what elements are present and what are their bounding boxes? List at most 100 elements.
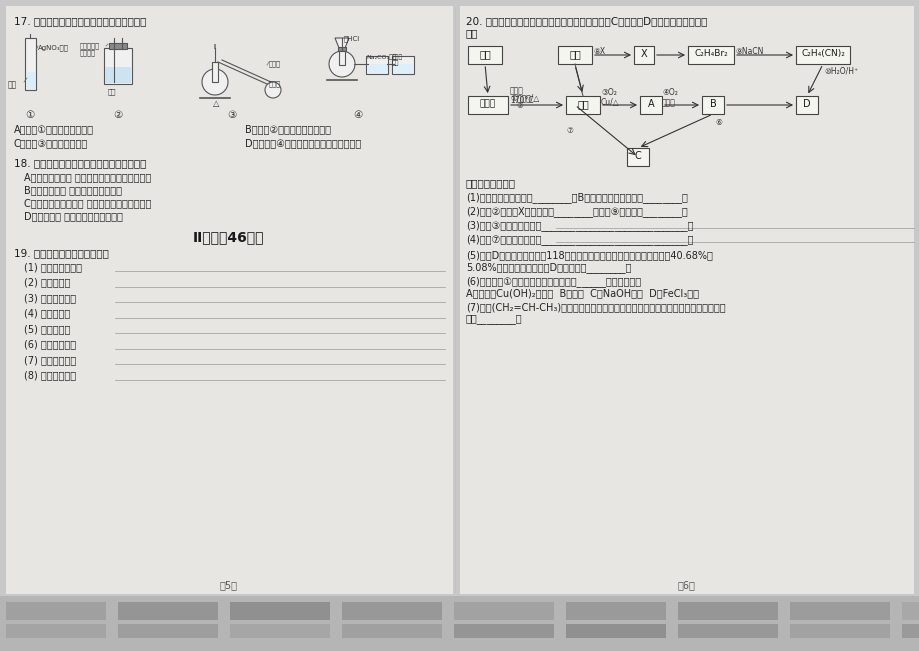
Bar	[789, 602, 889, 620]
Text: D．利用图④证明酸性：盐酸＞碳酸＞硅酸: D．利用图④证明酸性：盐酸＞碳酸＞硅酸	[244, 138, 361, 148]
Text: 19. 写出下列正确的化学方程式: 19. 写出下列正确的化学方程式	[14, 248, 108, 258]
Bar	[105, 67, 130, 83]
Text: 20. 以淨粉为主要原料合成一种具有果香味的物质C和化合物D的合成路线如下图所: 20. 以淨粉为主要原料合成一种具有果香味的物质C和化合物D的合成路线如下图所	[466, 16, 707, 26]
Text: A．用图①装置配制銀氨溶液: A．用图①装置配制銀氨溶液	[14, 124, 94, 134]
Bar	[6, 602, 106, 620]
Text: (8) 铝热法炼铁：: (8) 铝热法炼铁：	[24, 370, 76, 380]
Circle shape	[265, 82, 280, 98]
Text: 17. 用下图所示装置进行实验，其中合理的是: 17. 用下图所示装置进行实验，其中合理的是	[14, 16, 146, 26]
Text: ⑥: ⑥	[714, 118, 721, 127]
Text: 液水: 液水	[108, 88, 117, 94]
Text: C．装置③用于石油的分餏: C．装置③用于石油的分餏	[14, 138, 88, 148]
Bar	[565, 96, 599, 114]
Text: Na₂CO₃溶液: Na₂CO₃溶液	[366, 54, 396, 60]
Bar	[795, 46, 849, 64]
Bar	[460, 6, 913, 594]
Text: ⑦: ⑦	[565, 126, 573, 135]
Bar	[214, 44, 216, 49]
Text: (3) 乙醇的燃烧：: (3) 乙醇的燃烧：	[24, 293, 76, 303]
Text: 第6页: 第6页	[676, 580, 694, 590]
Bar	[26, 72, 35, 89]
Text: C: C	[634, 151, 641, 161]
Bar	[789, 624, 889, 638]
Bar	[677, 602, 777, 620]
Bar	[468, 46, 502, 64]
Bar	[118, 602, 218, 620]
Text: D: D	[802, 99, 810, 109]
Bar	[25, 38, 36, 90]
Text: D．苯（溨） 加水，振荡后静置分液: D．苯（溨） 加水，振荡后静置分液	[24, 211, 123, 221]
Text: AgNO₃溶液: AgNO₃溶液	[38, 44, 69, 51]
Bar	[565, 602, 665, 620]
Bar	[640, 96, 662, 114]
Bar	[701, 96, 723, 114]
Text: X: X	[640, 49, 647, 59]
Text: 乙醇: 乙醇	[569, 49, 580, 59]
Text: (2)反应②中物质X的化学式为________，反应⑨的类型为________。: (2)反应②中物质X的化学式为________，反应⑨的类型为________。	[466, 206, 687, 217]
Polygon shape	[202, 69, 228, 95]
Text: B．装置②可除去甲烷中的乙烯: B．装置②可除去甲烷中的乙烯	[244, 124, 331, 134]
Bar	[392, 64, 413, 73]
Bar	[627, 148, 648, 166]
Bar	[391, 56, 414, 74]
Text: C．乙酸乙酯（乙酸） 加饱和碳酸钓溶液，蒸馏: C．乙酸乙酯（乙酸） 加饱和碳酸钓溶液，蒸馏	[24, 198, 152, 208]
Text: A．乙烷（乙烯） 通过酸性高锡酸钒溶液，洗气: A．乙烷（乙烯） 通过酸性高锡酸钒溶液，洗气	[24, 172, 151, 182]
Text: (4) 乙烯与水：: (4) 乙烯与水：	[24, 309, 70, 318]
Text: (5) 淨粉水解：: (5) 淨粉水解：	[24, 324, 70, 334]
Text: 5.08%，其余为氧元素，则D的分子式为________。: 5.08%，其余为氧元素，则D的分子式为________。	[466, 262, 630, 273]
Bar	[337, 47, 346, 51]
Text: 第5页: 第5页	[220, 580, 238, 590]
Text: 葡萄糖: 葡萄糖	[480, 99, 495, 108]
Text: ⑩H₂O/H⁺: ⑩H₂O/H⁺	[823, 67, 857, 76]
Text: (5)已知D的相对分子质量为118，其中碳、氢两种元素的质量分数分别为40.68%、: (5)已知D的相对分子质量为118，其中碳、氢两种元素的质量分数分别为40.68…	[466, 250, 712, 260]
Text: 硅酸钓
溶液: 硅酸钓 溶液	[391, 54, 403, 66]
Text: 示。: 示。	[466, 28, 478, 38]
Text: ⑧X: ⑧X	[593, 47, 605, 56]
Bar	[211, 62, 218, 82]
Text: 出水口: 出水口	[268, 80, 280, 87]
Text: B．乙醇（水） 加新制生石灰，蒸馏: B．乙醇（水） 加新制生石灰，蒸馏	[24, 185, 122, 195]
Text: (6) 冶炼金属铝：: (6) 冶炼金属铝：	[24, 340, 76, 350]
Text: C₂H₄(CN)₂: C₂H₄(CN)₂	[800, 49, 844, 58]
Text: (3)反应③的化学方程式为______________________________。: (3)反应③的化学方程式为___________________________…	[466, 220, 693, 231]
Text: 浓HCl: 浓HCl	[344, 35, 360, 42]
Bar	[565, 624, 665, 638]
Text: ③O₂
Cu/△: ③O₂ Cu/△	[600, 88, 619, 107]
Bar	[687, 46, 733, 64]
Bar	[6, 624, 106, 638]
Bar	[901, 624, 919, 638]
Text: 浓硫酸
170°C: 浓硫酸 170°C	[509, 86, 533, 105]
Text: ④: ④	[353, 110, 362, 120]
Text: (1) 乙烯制聚乙烯：: (1) 乙烯制聚乙烯：	[24, 262, 82, 272]
Text: 混有乙烯的
甲烷气体: 混有乙烯的 甲烷气体	[80, 42, 100, 56]
Text: II卷（共46分）: II卷（共46分）	[193, 230, 265, 244]
Text: △: △	[213, 99, 220, 108]
Bar	[342, 624, 441, 638]
Bar	[230, 624, 330, 638]
Bar	[118, 624, 218, 638]
Polygon shape	[335, 38, 348, 48]
Text: 氨水: 氨水	[8, 80, 17, 89]
Text: ④O₂
催化剂: ④O₂ 催化剂	[662, 88, 677, 107]
Circle shape	[329, 51, 355, 77]
Text: 式是________。: 式是________。	[466, 314, 522, 324]
Text: 淨粉: 淨粉	[479, 49, 491, 59]
Text: A．新制的Cu(OH)₂悬浊液  B．碗水  C．NaOH溶液  D．FeCl₃溶液: A．新制的Cu(OH)₂悬浊液 B．碗水 C．NaOH溶液 D．FeCl₃溶液	[466, 288, 698, 298]
Bar	[338, 49, 345, 65]
Text: ③: ③	[227, 110, 236, 120]
Text: (6)检验反应①进行程度，需要的试剂有______，（填字母）: (6)检验反应①进行程度，需要的试剂有______，（填字母）	[466, 276, 641, 287]
Text: 18. 下列除杂方法（括号内为杂质）正确的是: 18. 下列除杂方法（括号内为杂质）正确的是	[14, 158, 146, 168]
Bar	[230, 602, 330, 620]
Bar	[367, 64, 387, 73]
Text: 进水口: 进水口	[268, 60, 280, 66]
Bar	[677, 624, 777, 638]
Bar	[0, 596, 919, 651]
Bar	[108, 43, 127, 49]
Bar	[795, 96, 817, 114]
Bar	[366, 56, 388, 74]
Text: ②: ②	[516, 101, 522, 110]
Bar	[901, 602, 919, 620]
Text: (7) 冶炼金属铜：: (7) 冶炼金属铜：	[24, 355, 76, 365]
Bar	[104, 48, 131, 84]
Text: A: A	[647, 99, 653, 109]
